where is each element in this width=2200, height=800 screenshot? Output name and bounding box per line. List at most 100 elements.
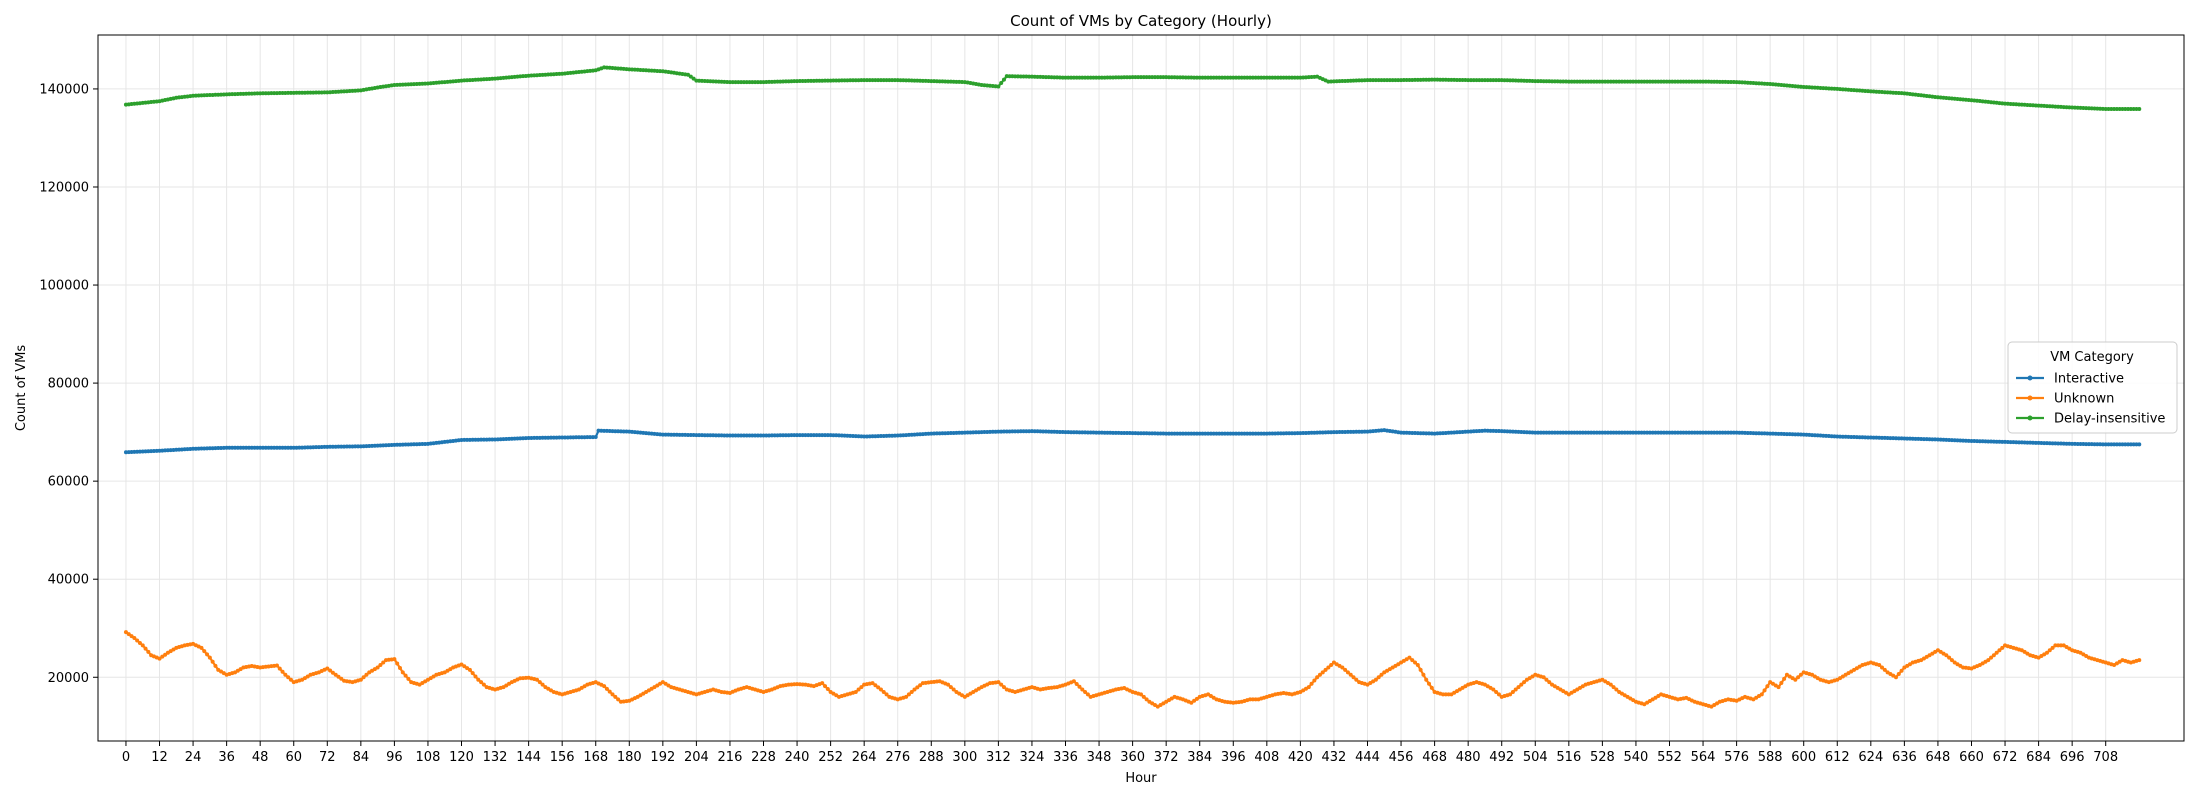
data-point [1113, 75, 1118, 80]
data-point [831, 433, 836, 438]
data-point [1119, 430, 1124, 435]
data-point [1513, 687, 1518, 692]
data-point [1927, 437, 1932, 442]
data-point [1659, 430, 1664, 435]
data-point [277, 666, 282, 671]
data-point [1877, 435, 1882, 440]
x-tick-label: 312 [986, 750, 1011, 765]
x-tick-label: 624 [1858, 750, 1883, 765]
data-point [1726, 430, 1731, 435]
data-point [1144, 75, 1149, 80]
data-point [2086, 442, 2091, 447]
data-point [213, 92, 218, 97]
data-point [1552, 79, 1557, 84]
data-point [1591, 430, 1596, 435]
data-point [1387, 78, 1392, 83]
data-point [339, 444, 344, 449]
data-point [1502, 78, 1507, 83]
data-point [599, 428, 604, 433]
data-point [602, 684, 607, 689]
data-point [210, 659, 215, 664]
data-point [1454, 77, 1459, 82]
data-point [741, 433, 746, 438]
data-point [314, 445, 319, 450]
data-point [1628, 79, 1633, 84]
data-point [2081, 442, 2086, 447]
data-point [823, 684, 828, 689]
data-point [1393, 78, 1398, 83]
data-point [1756, 431, 1761, 436]
data-point [934, 431, 939, 436]
data-point [607, 689, 612, 694]
data-point [1139, 692, 1143, 697]
data-point [1206, 431, 1211, 436]
x-tick-label: 576 [1724, 750, 1749, 765]
data-point [965, 430, 970, 435]
data-point [1214, 75, 1219, 80]
data-point [1080, 430, 1085, 435]
data-point [786, 79, 791, 84]
data-point [1343, 429, 1348, 434]
data-point [1907, 436, 1912, 441]
data-point [1647, 79, 1652, 84]
data-point [1605, 430, 1610, 435]
data-point [1902, 436, 1907, 441]
data-point [1983, 439, 1988, 444]
x-tick-label: 288 [919, 750, 944, 765]
data-point [2078, 442, 2083, 447]
data-point [845, 433, 850, 438]
data-point [736, 433, 741, 438]
data-point [901, 78, 906, 83]
data-point [1541, 675, 1546, 680]
data-point [688, 432, 693, 437]
data-point [979, 430, 984, 435]
data-point [730, 80, 735, 85]
data-point [1152, 431, 1157, 436]
data-point [1228, 75, 1233, 80]
data-point [795, 433, 800, 438]
data-point [252, 91, 257, 96]
data-point [378, 663, 383, 668]
data-point [1583, 430, 1588, 435]
data-point [2114, 107, 2119, 112]
data-point [1340, 79, 1345, 84]
data-point [560, 435, 565, 440]
data-point [1533, 430, 1538, 435]
data-point [1491, 687, 1496, 692]
data-point [361, 444, 366, 449]
data-point [319, 90, 324, 95]
data-point [1010, 429, 1015, 434]
data-point [1080, 687, 1085, 692]
data-point [1239, 75, 1244, 80]
data-point [1796, 432, 1801, 437]
data-point [2109, 107, 2114, 112]
x-tick-label: 276 [885, 750, 910, 765]
data-point [2078, 105, 2083, 110]
data-point [1329, 430, 1334, 435]
data-point [1633, 430, 1638, 435]
data-point [1759, 692, 1764, 697]
data-point [1253, 75, 1258, 80]
data-point [1273, 75, 1278, 80]
data-point [2028, 440, 2033, 445]
data-point [1569, 430, 1574, 435]
data-point [196, 93, 201, 98]
data-point [1085, 692, 1090, 697]
data-point [758, 80, 763, 85]
data-point [1334, 79, 1339, 84]
data-point [870, 78, 875, 83]
data-point [1354, 677, 1359, 682]
x-tick-label: 396 [1221, 750, 1246, 765]
data-point [906, 78, 911, 83]
data-point [1784, 432, 1789, 437]
data-point [1337, 430, 1342, 435]
data-point [328, 444, 333, 449]
data-point [2017, 440, 2022, 445]
data-point [207, 446, 212, 451]
legend-label: Interactive [2054, 372, 2124, 387]
data-point [890, 78, 895, 83]
data-point [1172, 75, 1177, 80]
data-point [1063, 75, 1068, 80]
data-point [1427, 681, 1432, 686]
data-point [934, 79, 939, 84]
